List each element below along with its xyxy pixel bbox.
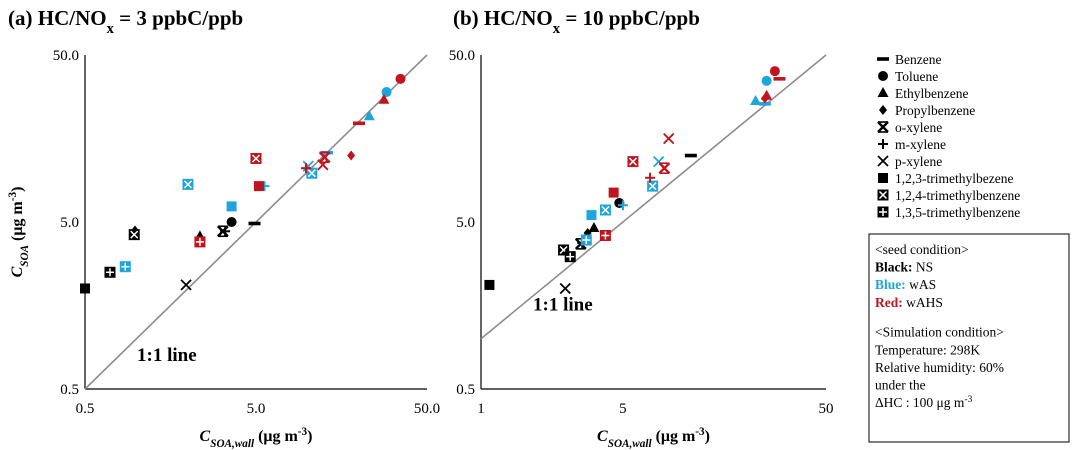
data-point [758,102,771,106]
data-point [684,153,697,158]
data-point [248,221,261,226]
data-point [253,181,264,192]
data-point [220,226,231,237]
x-tick-label: 1 [477,401,485,417]
x-axis-label: CSOA,wall (μg m-3) [200,426,313,450]
data-point [760,93,769,104]
y-tick-label: 5.0 [456,215,475,231]
data-point [586,210,597,221]
legend-label: Benzene [895,52,941,67]
x-tick-label: 50 [819,401,834,417]
plus-marker [878,139,888,149]
simulation-condition-line: ΔHC : 100 μg m-3 [875,395,973,410]
square-x-marker [877,189,889,201]
panel-title: (a) HC/NOx = 3 ppbC/ppb [8,6,243,37]
data-point [363,110,375,121]
diamond-marker [879,105,887,115]
triangle-marker [877,87,889,97]
legend-label: m-xylene [895,137,946,152]
data-point [647,180,659,192]
y-axis-label-group: CSOA (μg m-3) [7,187,31,278]
panel-a: (a) HC/NOx = 3 ppbC/ppb 1:1 line 0.5 5.0 50.… [7,6,440,450]
data-point [226,217,237,227]
data-point [250,153,262,165]
y-tick-label: 0.5 [456,382,475,398]
data-point [484,279,495,290]
legend-label: 1,3,5-trimethylbenzene [895,205,1020,220]
bowtie-x-marker [877,121,889,133]
y-tick-label: 50.0 [449,48,475,64]
data-point [559,282,571,295]
data-point [378,93,390,104]
data-point [588,222,600,233]
one-to-one-label: 1:1 line [137,345,197,366]
panel-title: (b) HC/NOx = 10 ppbC/ppb [453,6,700,37]
legend-label: 1,2,4-trimethylbenzene [895,188,1020,203]
data-point [663,132,675,145]
panel-b: (b) HC/NOx = 10 ppbC/ppb 1:1 line 1 5 50 0.5 5… [449,6,834,450]
seed-condition-line: Black: NS [875,260,933,275]
data-point [769,66,780,77]
circle-marker [878,71,888,81]
data-point [773,77,786,81]
info-box-frame [868,233,1070,443]
data-point [182,178,194,190]
simulation-condition-header: <Simulation condition> [875,325,1004,340]
data-point [347,150,356,161]
x-tick-label: 50.0 [414,401,440,417]
data-point [617,200,628,211]
x-marker [877,155,889,167]
data-point [608,187,619,198]
x-tick-label: 0.5 [76,401,95,417]
y-tick-label: 0.5 [60,382,79,398]
x-tick-label: 5 [619,401,627,417]
simulation-condition-line: Temperature: 298K [875,342,980,357]
data-point [761,75,772,86]
x-axis-label: CSOA,wall (μg m-3) [597,426,710,450]
seed-condition-header: <seed condition> [875,242,969,257]
info-box: <seed condition> Black: NS Blue: wAS Red: w… [868,233,1070,443]
data-point [128,229,140,241]
x-tick-label: 5.0 [247,401,266,417]
data-point [119,261,131,273]
legend-label: o-xylene [895,120,942,135]
legend-label: Propylbenzene [895,103,975,118]
data-point [306,167,318,179]
data-point [599,204,611,216]
data-point [658,162,671,175]
data-point [645,172,656,183]
data-point [194,236,206,248]
data-point [580,234,592,246]
data-point [627,156,639,168]
data-point [599,230,611,242]
data-point [226,201,237,212]
one-to-one-label: 1:1 line [533,295,593,316]
seed-condition-line: Red: wAHS [875,295,943,310]
y-axis-label: CSOA (μg m-3) [7,187,31,278]
simulation-condition-line: Relative humidity: 60% [875,360,1004,375]
dash-marker [877,57,889,61]
legend-label: 1,2,3-trimethylbezene [895,171,1013,186]
data-point [352,121,365,126]
seed-condition-line: Blue: wAS [875,277,936,292]
data-point [180,279,192,291]
data-point [564,251,576,263]
legend-label: p-xylene [895,154,942,169]
legend: Benzene Toluene Ethylbenzene Propylbenzene o… [877,52,1020,220]
legend-label: Ethylbenzene [895,86,968,101]
square-marker [878,173,888,183]
y-tick-label: 5.0 [60,215,79,231]
legend-label: Toluene [895,69,938,84]
data-point [317,159,329,171]
data-point [104,266,116,278]
data-point [395,73,406,84]
square-plus-marker [877,206,889,218]
data-point [300,163,311,174]
data-point [80,283,90,294]
simulation-condition-line: under the [875,378,926,393]
y-tick-label: 50.0 [53,48,79,64]
data-point [750,95,762,106]
